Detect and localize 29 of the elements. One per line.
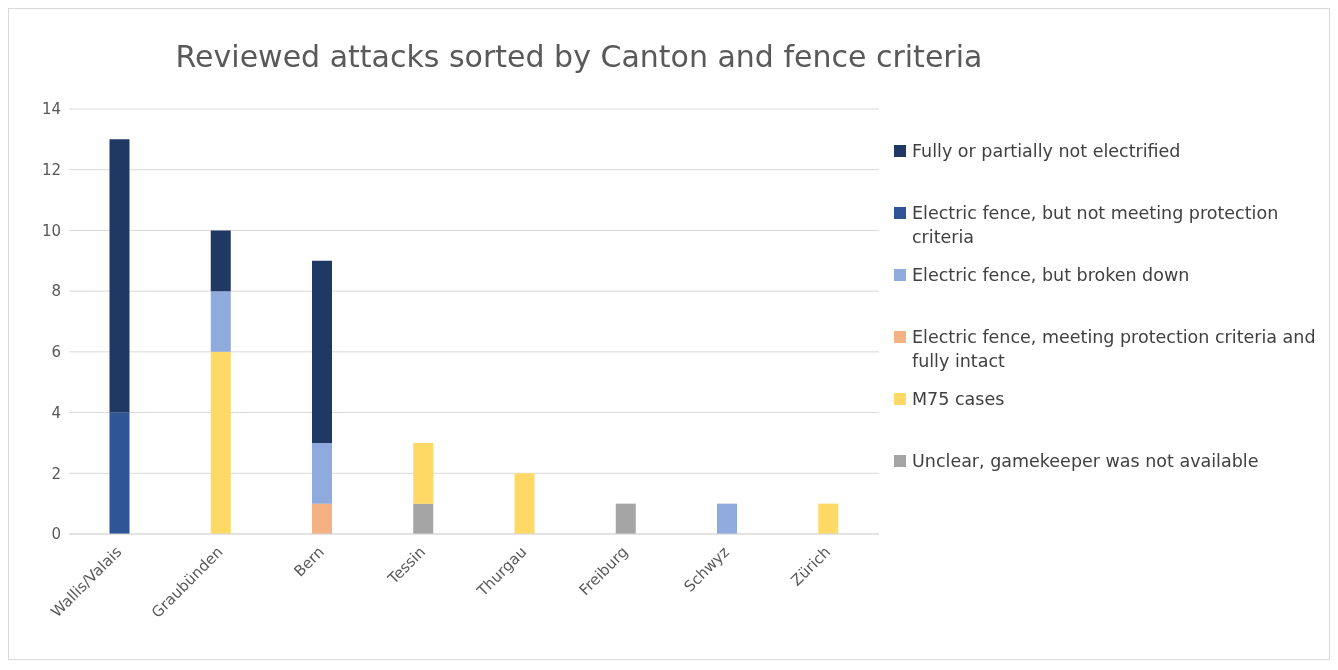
legend-label: Electric fence, meeting protection criteria and fully intact xyxy=(912,326,1317,373)
bar xyxy=(514,473,535,534)
y-tick-label: 8 xyxy=(51,282,61,301)
y-tick-label: 12 xyxy=(41,161,61,180)
y-tick-label: 6 xyxy=(51,343,61,362)
bar xyxy=(717,503,737,534)
bar xyxy=(109,139,130,413)
y-tick-label: 0 xyxy=(51,525,61,544)
y-tick-label: 4 xyxy=(51,403,61,422)
bar xyxy=(615,503,636,534)
chart-title: Reviewed attacks sorted by Canton and fence criteria xyxy=(174,39,984,74)
y-tick-label: 2 xyxy=(51,464,61,483)
bar xyxy=(109,412,130,534)
bar xyxy=(312,503,332,534)
bar xyxy=(210,351,231,534)
legend-label: Electric fence, but not meeting protection criteria xyxy=(912,202,1280,249)
y-tick-label: 14 xyxy=(41,100,61,119)
bar xyxy=(818,503,839,534)
legend-label: Electric fence, but broken down xyxy=(912,264,1190,287)
bar xyxy=(413,503,434,534)
legend-label: Unclear, gamekeeper was not available xyxy=(912,450,1259,473)
bar xyxy=(210,291,231,352)
bar xyxy=(312,442,332,504)
bar xyxy=(312,260,332,443)
legend-label: M75 cases xyxy=(912,388,1005,411)
bar xyxy=(210,230,231,292)
legend-label: Fully or partially not electrified xyxy=(912,140,1181,163)
bar xyxy=(413,442,434,504)
y-tick-label: 10 xyxy=(41,221,61,240)
